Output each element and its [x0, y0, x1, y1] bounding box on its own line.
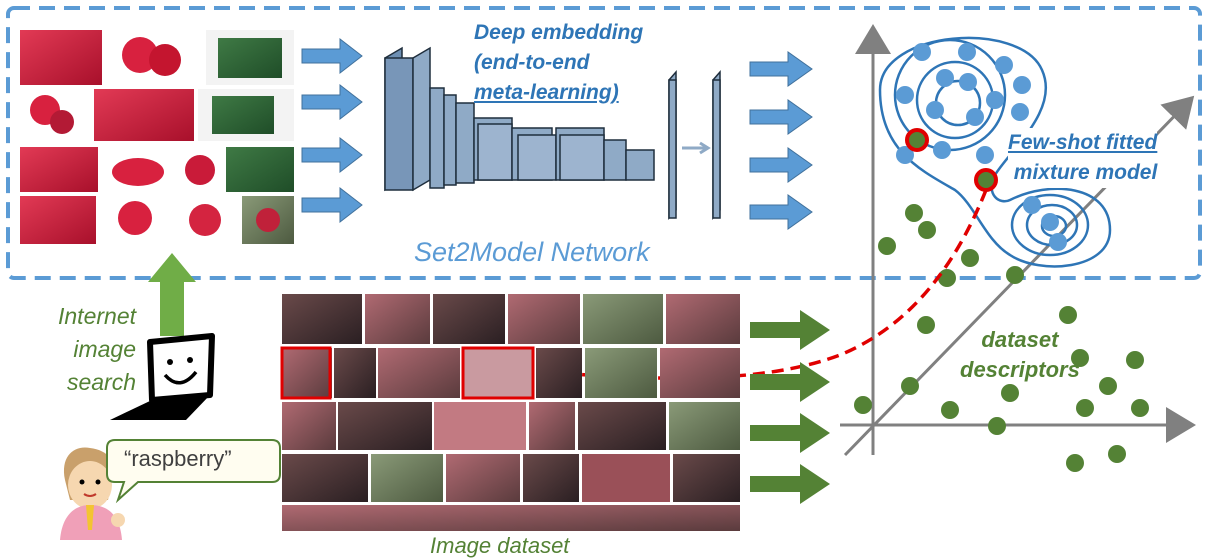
deep-embedding-line2: (end-to-end [474, 51, 590, 74]
output-arrows [749, 51, 813, 230]
search-line3: search [66, 369, 136, 395]
network-box [6, 6, 1202, 280]
dataset-image-grid [280, 294, 740, 531]
input-arrows [301, 37, 363, 224]
green-dataset-points [854, 204, 1149, 472]
dataset-arrows [750, 310, 830, 504]
descriptors-line2: descriptors [960, 357, 1080, 382]
search-arrow [148, 253, 196, 336]
selected-image-a [280, 346, 332, 400]
retrieval-arrow [538, 189, 988, 392]
fewshot-label: Few-shot fitted mixture model [1008, 128, 1158, 188]
descriptors-label: dataset descriptors [960, 325, 1080, 385]
image-dataset-label: Image dataset [430, 533, 570, 558]
network-label: Set2Model Network [414, 237, 650, 267]
cnn-network [384, 46, 721, 220]
selected-point-a [905, 128, 929, 152]
speech-bubble [106, 439, 281, 504]
query-text: “raspberry” [124, 446, 232, 471]
descriptors-line1: dataset [981, 327, 1059, 352]
selected-point-b [974, 168, 998, 192]
deep-embedding-line3: meta-learning) [474, 81, 619, 104]
deep-embedding-label: Deep embedding (end-to-end meta-learning… [474, 18, 643, 108]
search-line2: image [73, 336, 136, 362]
user-avatar-icon [60, 447, 125, 540]
laptop-icon [110, 333, 215, 420]
fewshot-line2: mixture model [1008, 158, 1158, 188]
search-image-grid [20, 30, 294, 244]
fewshot-line1: Few-shot fitted [1008, 128, 1158, 158]
deep-embedding-line1: Deep embedding [474, 21, 644, 44]
blue-cluster-points [896, 43, 1067, 251]
search-label: Internet image search [40, 300, 136, 399]
selected-image-b [461, 346, 535, 400]
search-line1: Internet [58, 303, 136, 329]
